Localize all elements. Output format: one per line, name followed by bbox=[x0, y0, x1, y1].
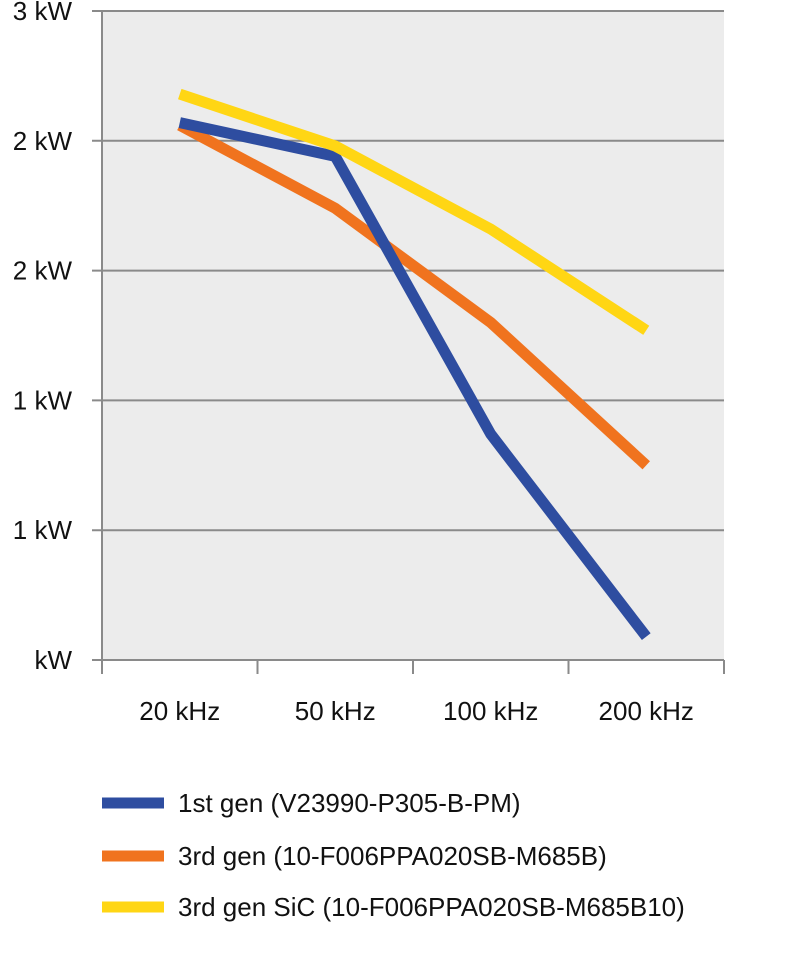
legend: 1st gen (V23990-P305-B-PM) 3rd gen (10-F0… bbox=[102, 788, 685, 922]
y-tick-label: 2 kW bbox=[13, 256, 73, 286]
series-lines bbox=[177, 88, 651, 640]
y-axis-ticks: kW 1 kW 1 kW 2 kW 2 kW 3 kW bbox=[13, 0, 73, 675]
y-tick-label: 1 kW bbox=[13, 385, 73, 415]
x-axis-ticks: 20 kHz 50 kHz 100 kHz 200 kHz bbox=[139, 696, 694, 726]
x-tick-label: 200 kHz bbox=[599, 696, 694, 726]
series-line-2 bbox=[177, 120, 650, 470]
x-tick-label: 20 kHz bbox=[139, 696, 220, 726]
x-tick-label: 50 kHz bbox=[295, 696, 376, 726]
series-line-1 bbox=[178, 117, 651, 640]
y-tick-label: 3 kW bbox=[13, 0, 73, 26]
axes bbox=[101, 11, 725, 674]
y-tick-label: kW bbox=[34, 645, 72, 675]
y-tick-label: 2 kW bbox=[13, 126, 73, 156]
y-tick-label: 1 kW bbox=[13, 515, 73, 545]
legend-label: 3rd gen (10-F006PPA020SB-M685B) bbox=[178, 841, 607, 871]
x-tick-label: 100 kHz bbox=[443, 696, 538, 726]
legend-label: 3rd gen SiC (10-F006PPA020SB-M685B10) bbox=[178, 892, 685, 922]
plot-area bbox=[102, 11, 724, 660]
series-line-3 bbox=[178, 88, 650, 335]
legend-label: 1st gen (V23990-P305-B-PM) bbox=[178, 788, 521, 818]
